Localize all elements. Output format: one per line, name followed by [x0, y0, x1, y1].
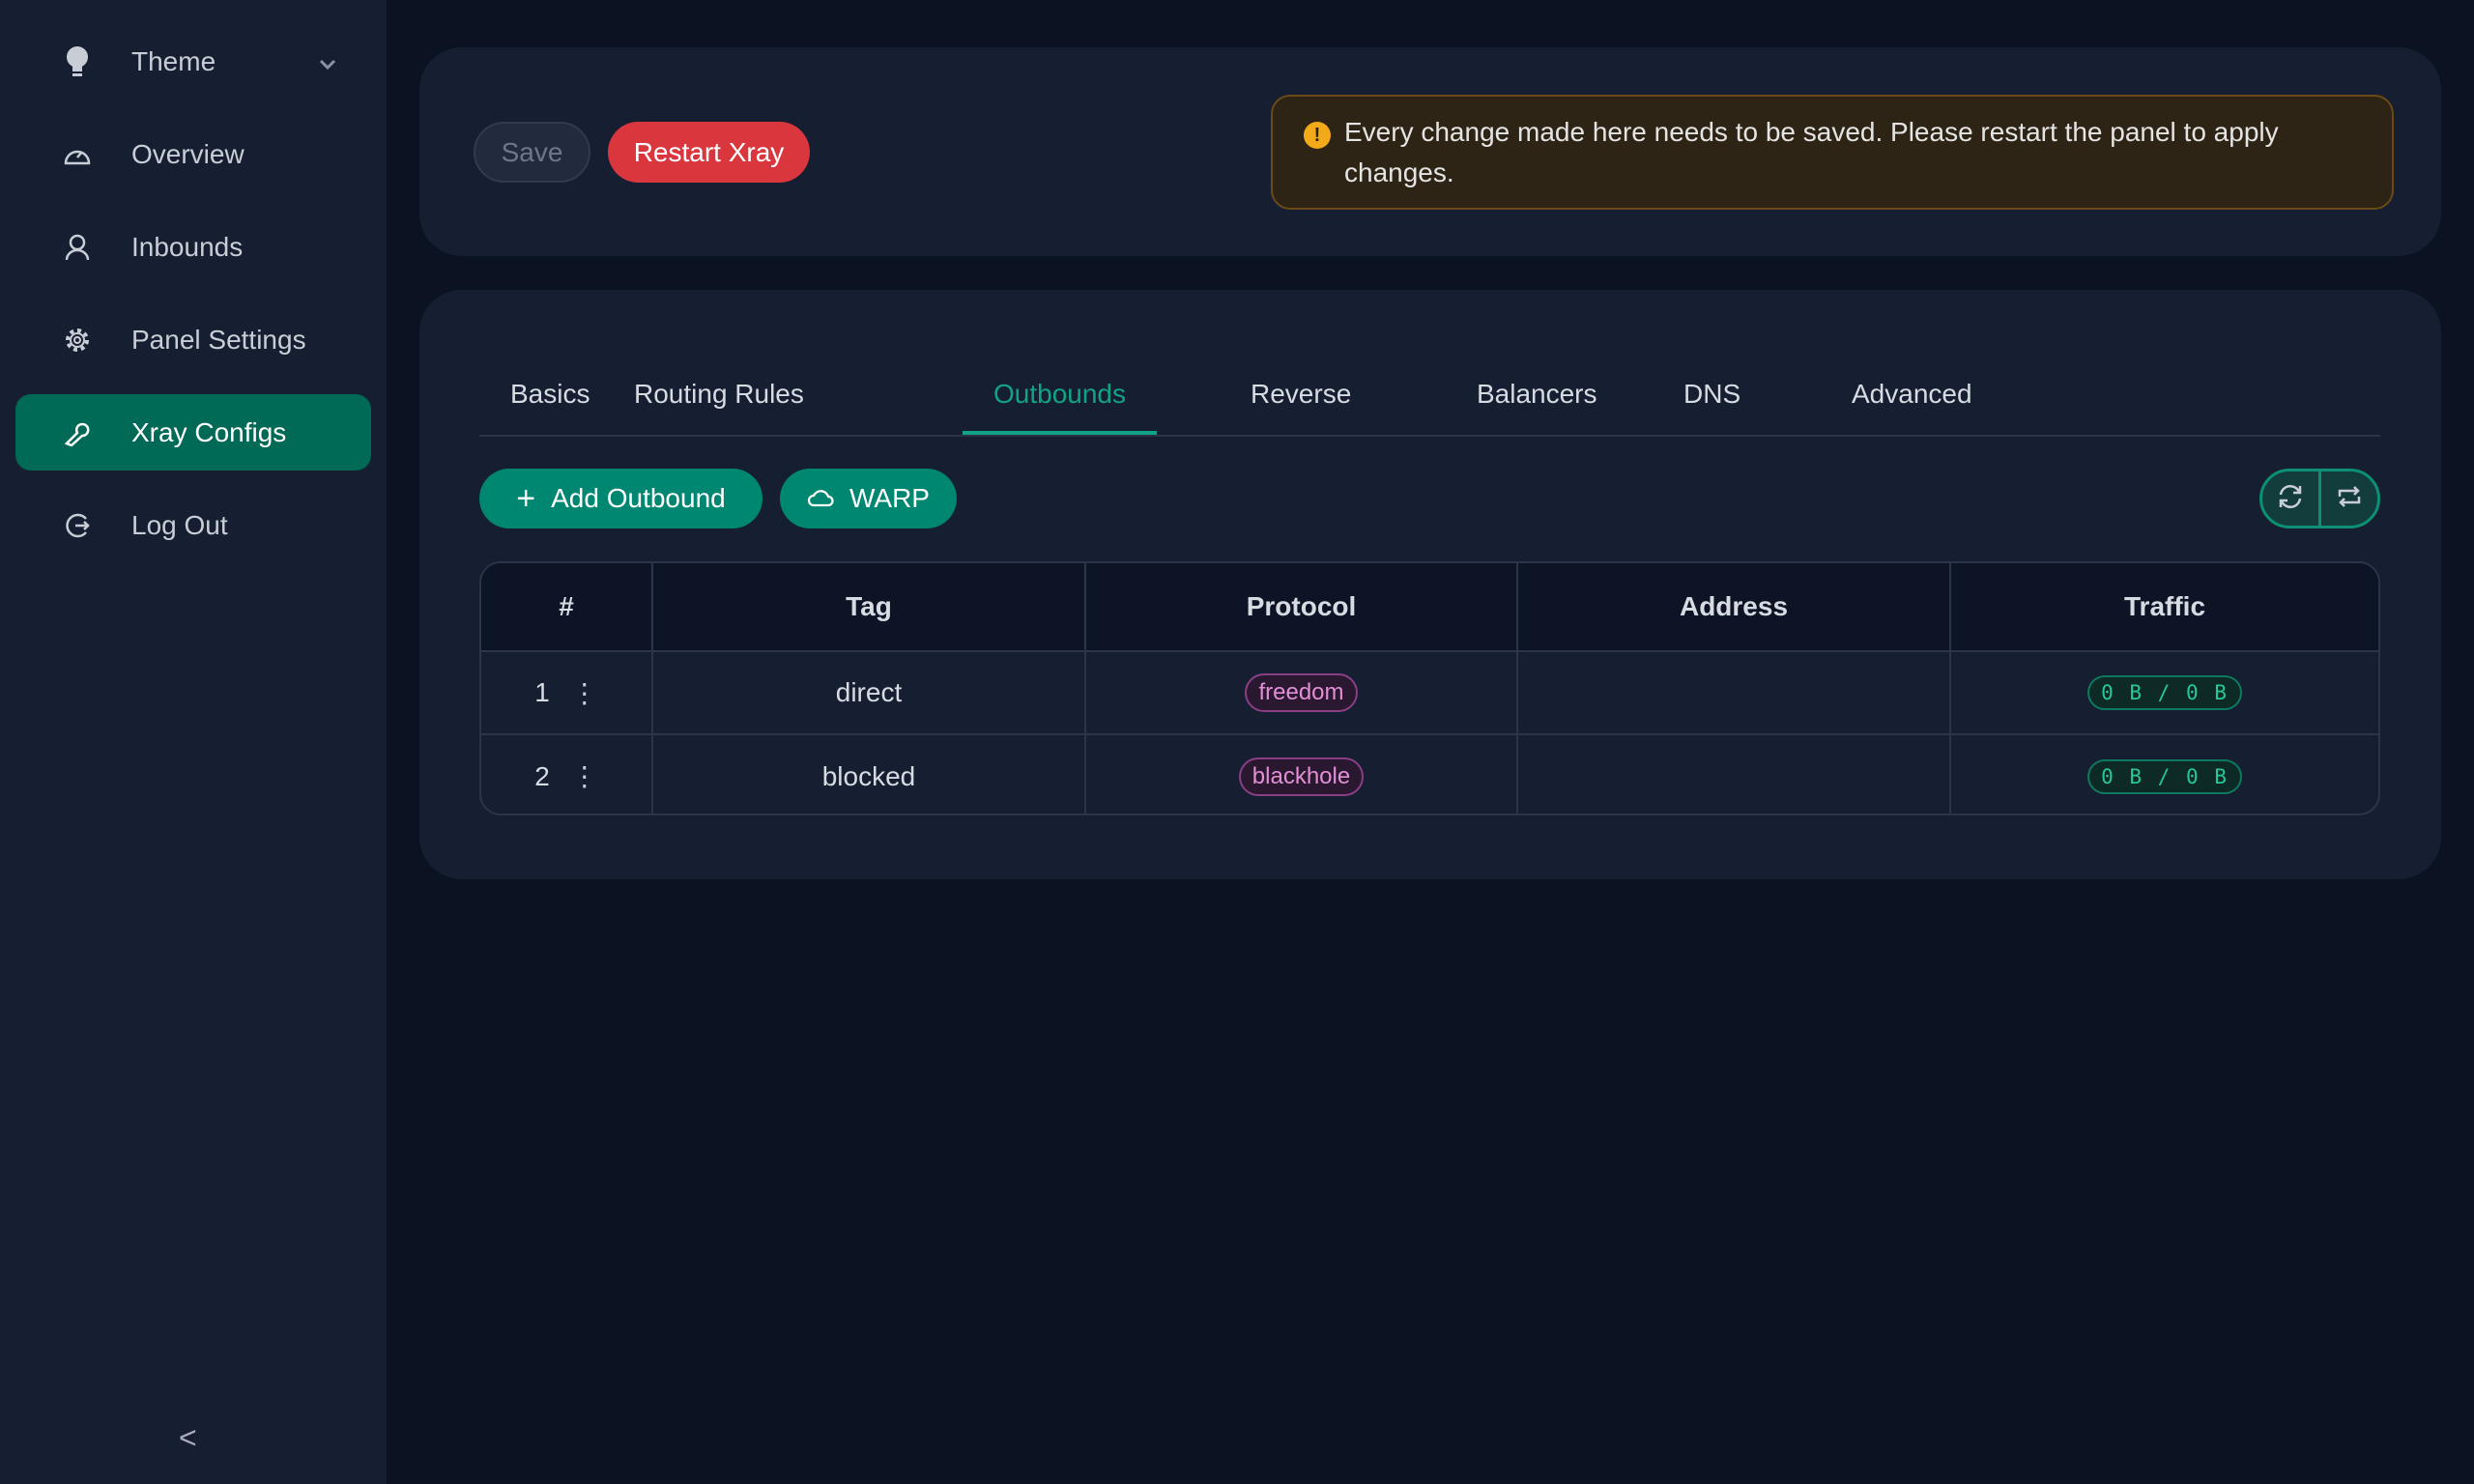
sidebar-item-panel-settings[interactable]: Panel Settings: [15, 301, 371, 378]
outbounds-table: # Tag Protocol Address Traffic 1 ⋮ direct…: [479, 561, 2380, 815]
traffic-badge: 0 B / 0 B: [2087, 675, 2242, 710]
refresh-button[interactable]: [2262, 471, 2321, 526]
row-number: 1: [534, 677, 550, 707]
sidebar-item-label: Xray Configs: [131, 416, 287, 447]
row-number: 2: [534, 760, 550, 791]
header-num: #: [481, 563, 653, 650]
gear-icon: [58, 327, 97, 354]
sidebar-item-label: Inbounds: [131, 231, 244, 262]
sidebar-item-inbounds[interactable]: Inbounds: [15, 209, 371, 285]
dashboard-icon: [58, 143, 97, 166]
add-outbound-button[interactable]: + Add Outbound: [479, 469, 762, 528]
tab-reverse[interactable]: Reverse: [1251, 379, 1352, 409]
refresh-icon: [2277, 483, 2304, 515]
user-icon: [58, 234, 97, 261]
tab-advanced[interactable]: Advanced: [1852, 379, 1972, 409]
wrench-icon: [58, 419, 97, 446]
protocol-badge: blackhole: [1238, 756, 1365, 796]
row-protocol-cell: freedom: [1086, 652, 1518, 733]
sidebar-item-overview[interactable]: Overview: [15, 116, 371, 192]
row-protocol-cell: blackhole: [1086, 735, 1518, 813]
table-row: 1 ⋮ direct freedom 0 B / 0 B: [481, 652, 2378, 735]
more-icon[interactable]: ⋮: [570, 761, 598, 791]
reset-traffic-button[interactable]: [2321, 471, 2377, 526]
logout-icon: [58, 512, 97, 539]
row-traffic-cell: 0 B / 0 B: [1951, 652, 2378, 733]
sidebar-item-label: Overview: [131, 138, 245, 169]
table-row: 2 ⋮ blocked blackhole 0 B / 0 B: [481, 735, 2378, 813]
tab-bar: Basics Routing Rules Outbounds Reverse B…: [479, 369, 2380, 437]
table-header: # Tag Protocol Address Traffic: [481, 563, 2378, 652]
sidebar: Theme Overview Inbounds Panel Settings X…: [0, 0, 387, 1484]
cloud-icon: [807, 483, 834, 514]
row-address: [1518, 735, 1951, 813]
sidebar-item-label: Log Out: [131, 509, 228, 540]
warning-icon: !: [1304, 122, 1331, 149]
sidebar-item-theme[interactable]: Theme: [15, 23, 371, 100]
more-icon[interactable]: ⋮: [570, 677, 598, 708]
traffic-badge: 0 B / 0 B: [2087, 758, 2242, 794]
header-traffic: Traffic: [2123, 591, 2206, 621]
row-num-cell: 1 ⋮: [481, 652, 653, 733]
icon-button-group: [2259, 469, 2380, 528]
swap-icon: [2337, 485, 2362, 513]
header-protocol: Protocol: [1086, 563, 1518, 650]
save-button[interactable]: Save: [474, 122, 590, 183]
tab-basics[interactable]: Basics: [510, 379, 590, 409]
tab-dns[interactable]: DNS: [1683, 379, 1741, 409]
chevron-down-icon: [319, 46, 336, 77]
bulb-icon: [58, 45, 97, 78]
row-address: [1518, 652, 1951, 733]
collapse-sidebar-button[interactable]: <: [179, 1420, 197, 1455]
sidebar-item-xray-configs[interactable]: Xray Configs: [15, 394, 371, 471]
tab-routing-rules[interactable]: Routing Rules: [634, 379, 804, 409]
row-num-cell: 2 ⋮: [481, 735, 653, 813]
sidebar-item-log-out[interactable]: Log Out: [15, 487, 371, 563]
header-tag: Tag: [653, 563, 1086, 650]
protocol-badge: freedom: [1245, 673, 1358, 712]
sidebar-item-label: Panel Settings: [131, 324, 306, 355]
alert-text: Every change made here needs to be saved…: [1344, 117, 2279, 187]
header-address: Address: [1518, 563, 1951, 650]
warning-alert: ! Every change made here needs to be sav…: [1271, 95, 2394, 210]
row-tag: direct: [653, 652, 1086, 733]
sidebar-item-label: Theme: [131, 45, 216, 76]
plus-icon: +: [516, 479, 536, 517]
row-traffic-cell: 0 B / 0 B: [1951, 735, 2378, 813]
tab-balancers[interactable]: Balancers: [1477, 379, 1597, 409]
tab-outbounds[interactable]: Outbounds: [963, 379, 1157, 435]
row-tag: blocked: [653, 735, 1086, 813]
restart-xray-button[interactable]: Restart Xray: [608, 122, 810, 183]
warp-button[interactable]: WARP: [780, 469, 957, 528]
